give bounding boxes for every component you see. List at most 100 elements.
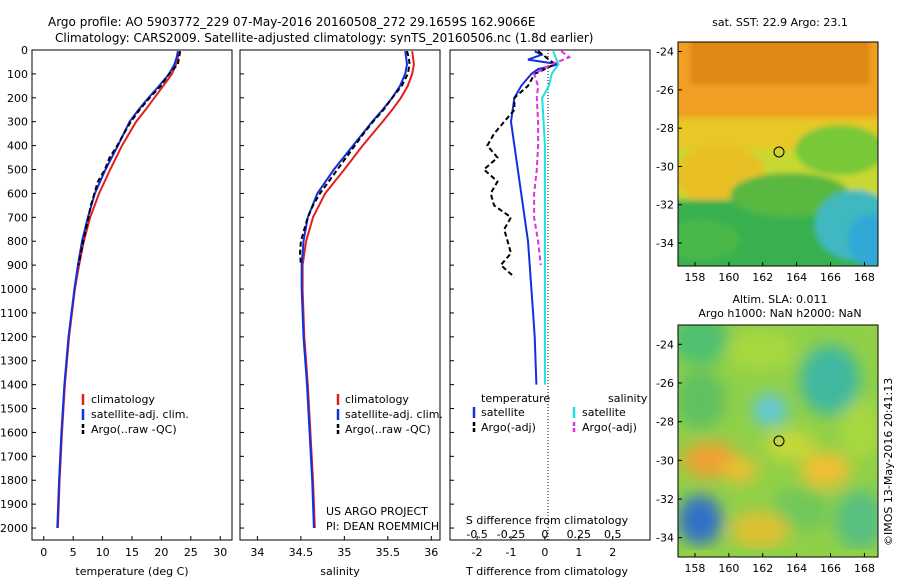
y-tick-label: 2000 xyxy=(0,522,28,535)
series-line-salinity-argo-adj- xyxy=(532,50,572,266)
project-annotation: US ARGO PROJECT xyxy=(326,505,428,518)
legend-label-t-satellite: satellite xyxy=(481,406,525,419)
lat-tick-label: -34 xyxy=(656,237,674,250)
salinity-axes xyxy=(239,49,441,541)
y-tick-label: 200 xyxy=(7,92,28,105)
salinity-legend: climatology satellite-adj. clim. Argo(..… xyxy=(336,393,443,436)
x-tick-label: 34 xyxy=(250,546,264,559)
y-tick-label: 100 xyxy=(7,68,28,81)
t-difference-label: T difference from climatology xyxy=(465,565,628,578)
y-tick-label: 1100 xyxy=(0,307,28,320)
sst-title: sat. SST: 22.9 Argo: 23.1 xyxy=(712,16,848,29)
lon-tick-label: 166 xyxy=(820,562,841,575)
t-tick-label: 0 xyxy=(541,546,548,559)
temperature-panel: 0100200300400500600700800900100011001200… xyxy=(0,44,454,578)
x-tick-label: 0 xyxy=(40,546,47,559)
s-tick-label: 0.25 xyxy=(567,528,592,541)
header-title: Argo profile: AO 5903772_229 07-May-2016… xyxy=(48,15,535,29)
lon-tick-label: 168 xyxy=(854,562,875,575)
y-tick-label: 1200 xyxy=(0,331,28,344)
s-tick-label: -0.25 xyxy=(497,528,525,541)
lat-tick-label: -24 xyxy=(656,338,674,351)
lon-tick-label: 162 xyxy=(752,562,773,575)
x-tick-label: 5 xyxy=(70,546,77,559)
x-tick-label: 10 xyxy=(96,546,110,559)
y-tick-label: 1800 xyxy=(0,474,28,487)
legend-label-argo: Argo(..raw -QC) xyxy=(91,423,177,436)
y-tick-label: 700 xyxy=(7,211,28,224)
lon-tick-label: 164 xyxy=(786,271,807,284)
t-tick-label: 2 xyxy=(609,546,616,559)
y-tick-label: 900 xyxy=(7,259,28,272)
s-tick-label: 0 xyxy=(541,528,548,541)
x-tick-label: 35 xyxy=(337,546,351,559)
sst-map: sat. SST: 22.9 Argo: 23.1 158 160 162 164 16… xyxy=(656,16,879,284)
lat-tick-label: -32 xyxy=(656,199,674,212)
y-tick-label: 1600 xyxy=(0,426,28,439)
sla-title-2: Argo h1000: NaN h2000: NaN xyxy=(698,307,861,320)
x-tick-label: 35.5 xyxy=(376,546,401,559)
legend-label-satellite: satellite-adj. clim. xyxy=(91,408,189,421)
lat-tick-label: -28 xyxy=(656,122,674,135)
lon-tick-label: 166 xyxy=(820,271,841,284)
lat-tick-label: -32 xyxy=(656,493,674,506)
difference-legend: temperature salinity satellite Argo(-adj… xyxy=(472,392,648,434)
pi-annotation: PI: DEAN ROEMMICH xyxy=(326,520,439,533)
legend-label-argo: Argo(..raw -QC) xyxy=(345,423,431,436)
header-subtitle: Climatology: CARS2009. Satellite-adjuste… xyxy=(55,31,593,45)
series-line-climatology xyxy=(301,51,415,529)
credit-label: ©IMOS 13-May-2016 20:41:13 xyxy=(882,378,895,546)
x-tick-label: 20 xyxy=(154,546,168,559)
s-tick-label: -0.5 xyxy=(466,528,487,541)
y-tick-label: 600 xyxy=(7,187,28,200)
y-tick-label: 500 xyxy=(7,164,28,177)
legend-label-t-argo: Argo(-adj) xyxy=(481,421,536,434)
series-line-salinity-satellite xyxy=(541,50,560,385)
temperature-xlabel: temperature (deg C) xyxy=(75,565,188,578)
lat-tick-label: -34 xyxy=(656,532,674,545)
x-tick-label: 25 xyxy=(184,546,198,559)
lat-tick-label: -26 xyxy=(656,84,674,97)
lon-tick-label: 164 xyxy=(786,562,807,575)
sla-axes xyxy=(677,324,879,558)
temperature-legend: climatology satellite-adj. clim. Argo(..… xyxy=(81,393,189,436)
y-tick-label: 1400 xyxy=(0,379,28,392)
difference-panel: -2 -1 0 1 2 -0.5 -0.25 0 0.25 0.5 S difference fr… xyxy=(449,49,651,578)
x-tick-label: 30 xyxy=(213,546,227,559)
lon-tick-label: 158 xyxy=(684,271,705,284)
sla-map: Altim. SLA: 0.011 Argo h1000: NaN h2000:… xyxy=(656,293,879,575)
legend-label-s-argo: Argo(-adj) xyxy=(582,421,637,434)
difference-axes xyxy=(449,49,651,541)
legend-label-s-satellite: satellite xyxy=(582,406,626,419)
legend-label-climatology: climatology xyxy=(345,393,409,406)
y-tick-label: 1000 xyxy=(0,283,28,296)
salinity-xlabel: salinity xyxy=(320,565,360,578)
t-tick-label: 1 xyxy=(575,546,582,559)
lon-tick-label: 168 xyxy=(854,271,875,284)
y-tick-label: 800 xyxy=(7,235,28,248)
series-line-temperature-argo-adj- xyxy=(482,50,558,278)
y-tick-label: 0 xyxy=(21,44,28,57)
sla-title-1: Altim. SLA: 0.011 xyxy=(732,293,827,306)
lat-tick-label: -26 xyxy=(656,377,674,390)
series-line-satellite-adj-clim- xyxy=(300,51,409,529)
series-line-argo-raw-qc- xyxy=(77,51,182,266)
y-tick-label: 1900 xyxy=(0,498,28,511)
y-tick-label: 1700 xyxy=(0,450,28,463)
sst-axes xyxy=(677,41,879,267)
x-tick-label: 15 xyxy=(125,546,139,559)
lat-tick-label: -30 xyxy=(656,160,674,173)
x-tick-label: 36 xyxy=(424,546,438,559)
lat-tick-label: -30 xyxy=(656,454,674,467)
lat-tick-label: -28 xyxy=(656,416,674,429)
legend-label-satellite: satellite-adj. clim. xyxy=(345,408,443,421)
lat-tick-label: -24 xyxy=(656,46,674,59)
legend-label-climatology: climatology xyxy=(91,393,155,406)
lon-tick-label: 158 xyxy=(684,562,705,575)
s-tick-label: 0.5 xyxy=(604,528,622,541)
y-tick-label: 1300 xyxy=(0,355,28,368)
y-tick-label: 1500 xyxy=(0,403,28,416)
y-tick-label: 400 xyxy=(7,140,28,153)
series-line-climatology xyxy=(56,51,181,529)
